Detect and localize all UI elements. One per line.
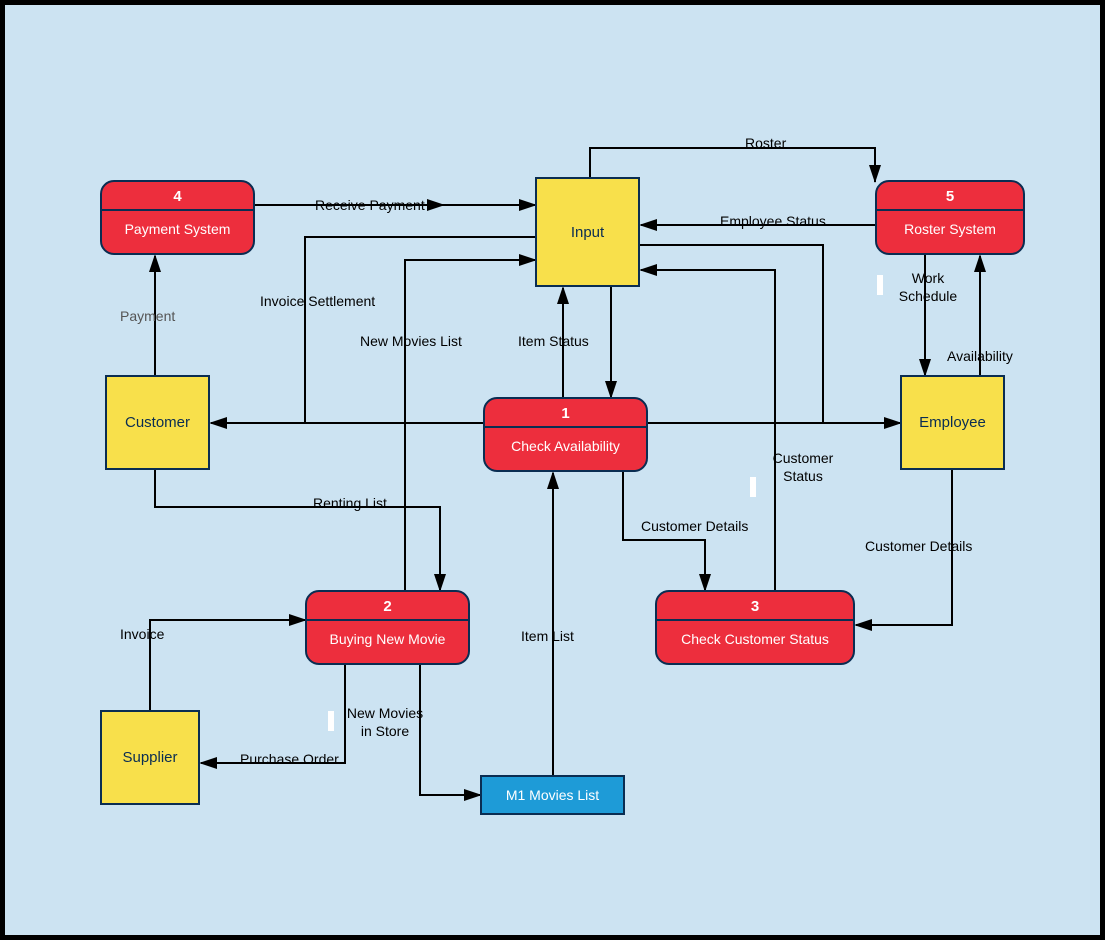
process-title: Check Customer Status (657, 621, 853, 657)
edge-label: Invoice (120, 626, 164, 644)
edge-label: Invoice Settlement (260, 293, 375, 311)
edge-label: Customer Details (865, 538, 972, 556)
datastore-label: M1 Movies List (506, 787, 599, 803)
edge-label: Renting List (313, 495, 387, 513)
process-roster-system: 5 Roster System (875, 180, 1025, 255)
white-bar (877, 275, 883, 295)
entity-label: Supplier (122, 749, 177, 766)
edge-label: Receive Payment (315, 197, 425, 215)
process-number: 5 (877, 182, 1023, 211)
edge-label: Employee Status (720, 213, 826, 231)
process-number: 4 (102, 182, 253, 211)
datastore-m1-movies-list: M1 Movies List (480, 775, 625, 815)
process-title: Check Availability (485, 428, 646, 464)
edge-label: Customer Details (641, 518, 748, 536)
process-check-availability: 1 Check Availability (483, 397, 648, 472)
process-check-customer-status: 3 Check Customer Status (655, 590, 855, 665)
white-bar (750, 477, 756, 497)
edge-label: Customer Status (763, 450, 843, 485)
process-number: 1 (485, 399, 646, 428)
edge-label: New Movies List (360, 333, 462, 351)
edge-label: Availability (947, 348, 1013, 366)
process-title: Payment System (102, 211, 253, 247)
process-number: 2 (307, 592, 468, 621)
edge-label: Work Schedule (893, 270, 963, 305)
diagram-canvas: 4 Payment System 5 Roster System 1 Check… (0, 0, 1105, 940)
edge-label: Purchase Order (240, 751, 339, 769)
edge-label: Item List (521, 628, 574, 646)
entity-supplier: Supplier (100, 710, 200, 805)
edge-label: Payment (120, 308, 175, 326)
process-number: 3 (657, 592, 853, 621)
entity-label: Employee (919, 414, 986, 431)
process-title: Buying New Movie (307, 621, 468, 657)
entity-label: Customer (125, 414, 190, 431)
process-title: Roster System (877, 211, 1023, 247)
entity-employee: Employee (900, 375, 1005, 470)
entity-input: Input (535, 177, 640, 287)
entity-label: Input (571, 224, 604, 241)
edge-label: New Movies in Store (340, 705, 430, 740)
white-bar (328, 711, 334, 731)
process-buying-new-movie: 2 Buying New Movie (305, 590, 470, 665)
entity-customer: Customer (105, 375, 210, 470)
edge-label: Roster (745, 135, 786, 153)
edge-label: Item Status (518, 333, 589, 351)
process-payment-system: 4 Payment System (100, 180, 255, 255)
